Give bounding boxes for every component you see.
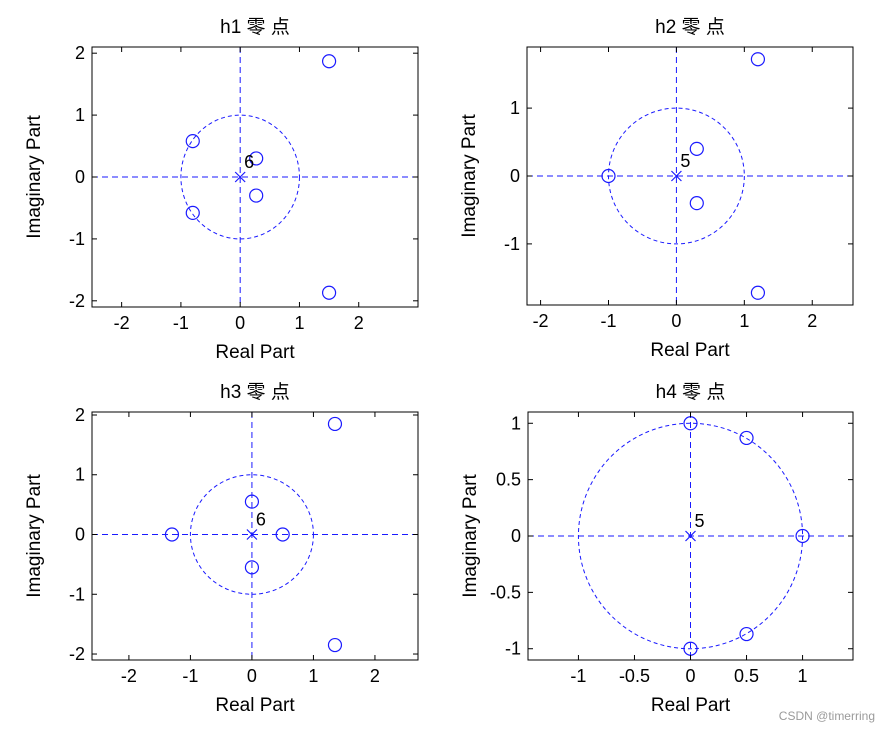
y-tick-label: 1 xyxy=(510,98,520,118)
y-tick-label: 0 xyxy=(510,166,520,186)
pole-multiplicity-label: 6 xyxy=(244,152,254,172)
x-tick-label: 2 xyxy=(807,311,817,331)
zero-marker xyxy=(185,205,200,221)
y-tick-label: -1 xyxy=(69,584,85,604)
zero-marker xyxy=(689,141,704,156)
x-axis-label: Real Part xyxy=(215,695,295,716)
x-tick-label: 0.5 xyxy=(734,666,759,686)
zero-marker xyxy=(795,528,810,544)
pole-marker-stroke xyxy=(685,530,696,542)
x-axis-label: Real Part xyxy=(651,695,731,716)
zero-marker xyxy=(249,151,264,166)
y-tick-label: 0 xyxy=(511,526,521,546)
subplot-4: h4 零 点 5 -1 -0.5 0 0.5 1 -1 -0.5 0 0.5 1 Real Part Im… xyxy=(460,381,854,716)
pole-marker-stroke xyxy=(670,170,682,182)
y-tick-label: 2 xyxy=(75,43,85,63)
pole-marker xyxy=(685,530,696,542)
pole-marker-stroke xyxy=(234,171,246,183)
x-tick-label: 1 xyxy=(739,311,749,331)
y-tick-label: 0.5 xyxy=(496,470,521,490)
subplot-1: h1 零 点 6 -2 -1 0 1 2 -2 -1 0 1 2 Real Part Imaginary … xyxy=(24,16,419,363)
x-tick-label: -1 xyxy=(182,666,198,686)
subplot-3: h3 零 点 6 -2 -1 0 1 2 -2 -1 0 1 2 Real Part Imaginary … xyxy=(24,381,419,716)
subplot-title: h2 零 点 xyxy=(655,16,725,38)
pole-multiplicity-label: 6 xyxy=(256,510,266,530)
x-tick-label: -2 xyxy=(533,311,549,331)
x-tick-label: -1 xyxy=(173,313,189,333)
y-tick-label: -1 xyxy=(69,229,85,249)
zero-marker xyxy=(739,626,754,642)
pole-multiplicity-label: 5 xyxy=(695,511,705,531)
subplot-title: h1 零 点 xyxy=(220,16,290,38)
zero-marker xyxy=(601,168,616,184)
x-tick-label: 0 xyxy=(671,311,681,331)
x-tick-label: 0 xyxy=(235,313,245,333)
x-tick-label: 0 xyxy=(247,666,257,686)
zero-marker xyxy=(327,637,343,653)
y-tick-label: 1 xyxy=(511,413,521,433)
x-tick-label: 1 xyxy=(798,666,808,686)
zero-marker xyxy=(739,430,754,446)
y-axis-label: Imaginary Part xyxy=(24,115,45,239)
unit-circle xyxy=(180,114,300,240)
zero-marker xyxy=(244,560,260,575)
axes-box xyxy=(91,411,419,661)
y-tick-label: -1 xyxy=(504,234,520,254)
x-tick-label: -0.5 xyxy=(619,666,650,686)
x-axis-label: Real Part xyxy=(215,342,295,363)
x-tick-label: -2 xyxy=(114,313,130,333)
x-tick-label: 2 xyxy=(354,313,364,333)
subplot-2: h2 零 点 5 -2 -1 0 1 2 -1 0 1 Real Part Imaginary Par… xyxy=(459,16,854,361)
x-tick-label: -1 xyxy=(600,311,616,331)
y-axis-label: Imaginary Part xyxy=(460,474,481,598)
pole-marker xyxy=(670,170,682,182)
zero-marker xyxy=(249,188,264,203)
zero-marker xyxy=(321,285,337,300)
subplot-title: h3 零 点 xyxy=(220,381,290,403)
zero-marker xyxy=(750,285,766,300)
pole-marker xyxy=(234,171,246,183)
y-tick-label: -2 xyxy=(69,644,85,664)
y-axis-label: Imaginary Part xyxy=(459,114,480,238)
x-tick-label: 1 xyxy=(294,313,304,333)
watermark: CSDN @timerring xyxy=(778,709,875,723)
zero-marker xyxy=(164,527,180,542)
y-tick-label: 0 xyxy=(75,167,85,187)
zero-marker xyxy=(244,494,260,509)
y-tick-label: 1 xyxy=(75,105,85,125)
x-tick-label: -1 xyxy=(570,666,586,686)
zero-marker xyxy=(321,54,337,69)
x-axis-label: Real Part xyxy=(650,340,730,361)
y-tick-label: 1 xyxy=(75,465,85,485)
zero-marker xyxy=(750,52,766,67)
pole-marker-stroke xyxy=(246,529,258,540)
y-tick-label: -2 xyxy=(69,291,85,311)
zero-marker xyxy=(185,133,200,149)
y-tick-label: -1 xyxy=(505,639,521,659)
zero-marker xyxy=(327,416,343,432)
x-tick-label: 0 xyxy=(685,666,695,686)
y-tick-label: 2 xyxy=(75,405,85,425)
pole-marker xyxy=(246,529,258,540)
zero-marker xyxy=(275,527,290,542)
zero-marker xyxy=(689,196,704,211)
y-tick-label: 0 xyxy=(75,525,85,545)
y-axis-label: Imaginary Part xyxy=(24,474,45,598)
x-tick-label: 2 xyxy=(370,666,380,686)
y-tick-label: -0.5 xyxy=(490,582,521,602)
subplot-title: h4 零 点 xyxy=(656,381,726,403)
x-tick-label: -2 xyxy=(121,666,137,686)
pole-multiplicity-label: 5 xyxy=(680,151,690,171)
x-tick-label: 1 xyxy=(308,666,318,686)
